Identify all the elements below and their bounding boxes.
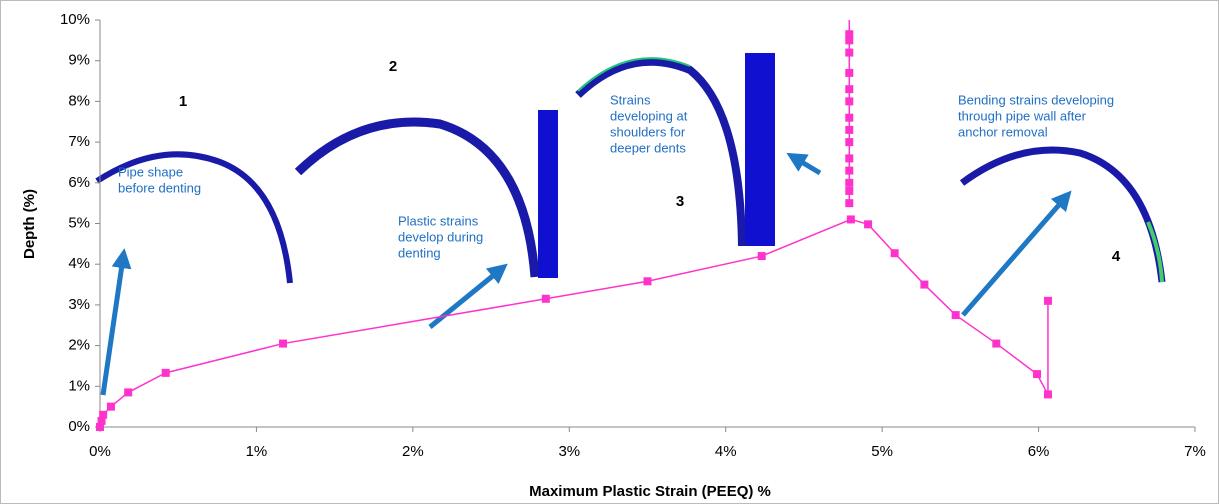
x-tick-label: 3% bbox=[558, 443, 580, 460]
point bbox=[992, 340, 1000, 348]
annotation-number: 4 bbox=[1112, 248, 1121, 265]
point bbox=[1044, 297, 1052, 305]
x-tick-label: 1% bbox=[246, 443, 268, 460]
point bbox=[124, 388, 132, 396]
annotation-text: deeper dents bbox=[610, 140, 686, 155]
point bbox=[1044, 390, 1052, 398]
point bbox=[864, 220, 872, 228]
x-tick-label: 4% bbox=[715, 443, 737, 460]
y-tick-label: 0% bbox=[68, 418, 90, 435]
annotation-text: Bending strains developing bbox=[958, 92, 1114, 107]
y-axis-title: Depth (%) bbox=[21, 189, 38, 259]
point bbox=[542, 295, 550, 303]
y-tick-label: 4% bbox=[68, 255, 90, 272]
y-tick-label: 7% bbox=[68, 133, 90, 150]
x-tick-label: 7% bbox=[1184, 443, 1206, 460]
point bbox=[952, 311, 960, 319]
point bbox=[847, 215, 855, 223]
point bbox=[845, 49, 853, 57]
point bbox=[758, 252, 766, 260]
annotation-text: develop during bbox=[398, 229, 483, 244]
y-tick-label: 5% bbox=[68, 214, 90, 231]
annotation-text: anchor removal bbox=[958, 124, 1048, 139]
y-tick-label: 2% bbox=[68, 337, 90, 354]
point bbox=[845, 85, 853, 93]
y-tick-label: 9% bbox=[68, 52, 90, 69]
annotation-text: through pipe wall after bbox=[958, 108, 1087, 123]
point bbox=[644, 277, 652, 285]
point bbox=[845, 30, 853, 38]
point bbox=[845, 126, 853, 134]
chart: Depth (%) Maximum Plastic Strain (PEEQ) … bbox=[0, 0, 1219, 504]
annotation-text: developing at bbox=[610, 108, 688, 123]
point bbox=[1033, 370, 1041, 378]
point bbox=[107, 403, 115, 411]
x-tick-label: 0% bbox=[89, 443, 111, 460]
point bbox=[920, 281, 928, 289]
x-axis-title: Maximum Plastic Strain (PEEQ) % bbox=[529, 483, 771, 500]
point bbox=[891, 249, 899, 257]
point bbox=[845, 154, 853, 162]
point bbox=[845, 179, 853, 187]
point bbox=[162, 369, 170, 377]
point bbox=[845, 187, 853, 195]
point bbox=[279, 340, 287, 348]
point bbox=[99, 411, 107, 419]
y-tick-label: 3% bbox=[68, 296, 90, 313]
annotation-text: Pipe shape bbox=[118, 164, 183, 179]
annotation-number: 2 bbox=[389, 58, 397, 75]
y-tick-label: 6% bbox=[68, 174, 90, 191]
point bbox=[845, 199, 853, 207]
y-tick-label: 8% bbox=[68, 92, 90, 109]
point bbox=[845, 114, 853, 122]
x-tick-label: 5% bbox=[871, 443, 893, 460]
annotation-text: shoulders for bbox=[610, 124, 686, 139]
x-tick-label: 6% bbox=[1028, 443, 1050, 460]
point bbox=[845, 97, 853, 105]
annotation-number: 3 bbox=[676, 193, 684, 210]
annotation-text: Plastic strains bbox=[398, 213, 479, 228]
x-tick-label: 2% bbox=[402, 443, 424, 460]
annotation-number: 1 bbox=[179, 93, 187, 110]
annotation-text: before denting bbox=[118, 180, 201, 195]
point bbox=[845, 167, 853, 175]
annotation-text: denting bbox=[398, 245, 441, 260]
point bbox=[845, 138, 853, 146]
y-tick-label: 10% bbox=[60, 11, 90, 28]
annotation-text: Strains bbox=[610, 92, 651, 107]
point bbox=[845, 69, 853, 77]
y-tick-label: 1% bbox=[68, 377, 90, 394]
